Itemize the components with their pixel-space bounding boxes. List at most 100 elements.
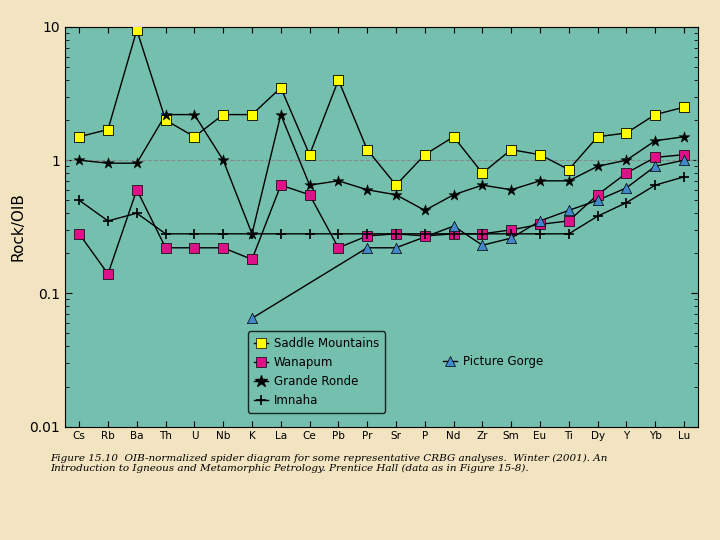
Y-axis label: Rock/OIB: Rock/OIB [10, 192, 25, 261]
Point [73, 156, 85, 165]
Point [678, 103, 690, 112]
Point [592, 196, 603, 205]
Point [390, 230, 402, 238]
Point [304, 150, 315, 159]
Point [592, 162, 603, 171]
Point [649, 162, 661, 171]
Point [246, 314, 258, 322]
Point [333, 76, 344, 84]
Point [102, 217, 114, 225]
Point [505, 230, 517, 238]
Point [73, 196, 85, 205]
Point [361, 230, 373, 238]
Point [160, 116, 171, 124]
Point [361, 185, 373, 194]
Point [189, 230, 200, 238]
Point [505, 234, 517, 242]
Point [189, 110, 200, 119]
Point [390, 191, 402, 199]
Point [592, 191, 603, 199]
Point [534, 150, 546, 159]
Point [621, 184, 632, 192]
Point [678, 156, 690, 165]
Point [361, 232, 373, 240]
Point [189, 244, 200, 252]
Point [419, 206, 431, 215]
Legend: Picture Gorge: Picture Gorge [438, 350, 548, 373]
Point [275, 181, 287, 190]
Point [102, 125, 114, 134]
Point [217, 244, 229, 252]
Point [73, 132, 85, 141]
Point [390, 230, 402, 238]
Point [592, 132, 603, 141]
Point [333, 177, 344, 185]
Point [419, 232, 431, 240]
Point [649, 137, 661, 145]
Point [361, 145, 373, 154]
Point [563, 165, 575, 174]
Point [131, 185, 143, 194]
Point [534, 220, 546, 228]
Point [102, 159, 114, 167]
Point [678, 172, 690, 181]
Point [131, 209, 143, 218]
Point [477, 230, 488, 238]
Point [160, 110, 171, 119]
Point [160, 244, 171, 252]
Point [505, 145, 517, 154]
Point [131, 159, 143, 167]
Point [217, 156, 229, 165]
Point [534, 230, 546, 238]
Point [448, 222, 459, 231]
Point [477, 241, 488, 249]
Point [505, 185, 517, 194]
Point [361, 244, 373, 252]
Point [563, 177, 575, 185]
Point [649, 181, 661, 190]
Point [563, 230, 575, 238]
Point [649, 153, 661, 161]
Point [505, 226, 517, 234]
Point [217, 110, 229, 119]
Point [189, 132, 200, 141]
Text: Figure 15.10  OIB-normalized spider diagram for some representative CRBG analyse: Figure 15.10 OIB-normalized spider diagr… [50, 454, 608, 473]
Point [304, 181, 315, 190]
Point [448, 230, 459, 238]
Point [160, 230, 171, 238]
Point [448, 132, 459, 141]
Point [246, 230, 258, 238]
Point [448, 191, 459, 199]
Point [304, 230, 315, 238]
Point [419, 150, 431, 159]
Point [217, 230, 229, 238]
Point [131, 25, 143, 34]
Point [246, 230, 258, 238]
Point [333, 244, 344, 252]
Point [477, 169, 488, 178]
Point [304, 191, 315, 199]
Point [477, 181, 488, 190]
Point [678, 132, 690, 141]
Point [246, 110, 258, 119]
Point [534, 177, 546, 185]
Point [419, 230, 431, 238]
Point [275, 110, 287, 119]
Point [333, 230, 344, 238]
Point [246, 255, 258, 264]
Point [621, 156, 632, 165]
Point [678, 150, 690, 159]
Point [563, 217, 575, 225]
Point [390, 244, 402, 252]
Point [621, 198, 632, 207]
Point [621, 129, 632, 137]
Point [275, 83, 287, 92]
Point [621, 169, 632, 178]
Point [477, 230, 488, 238]
Point [649, 110, 661, 119]
Point [73, 230, 85, 238]
Point [563, 206, 575, 215]
Point [592, 212, 603, 220]
Point [102, 269, 114, 278]
Point [390, 181, 402, 190]
